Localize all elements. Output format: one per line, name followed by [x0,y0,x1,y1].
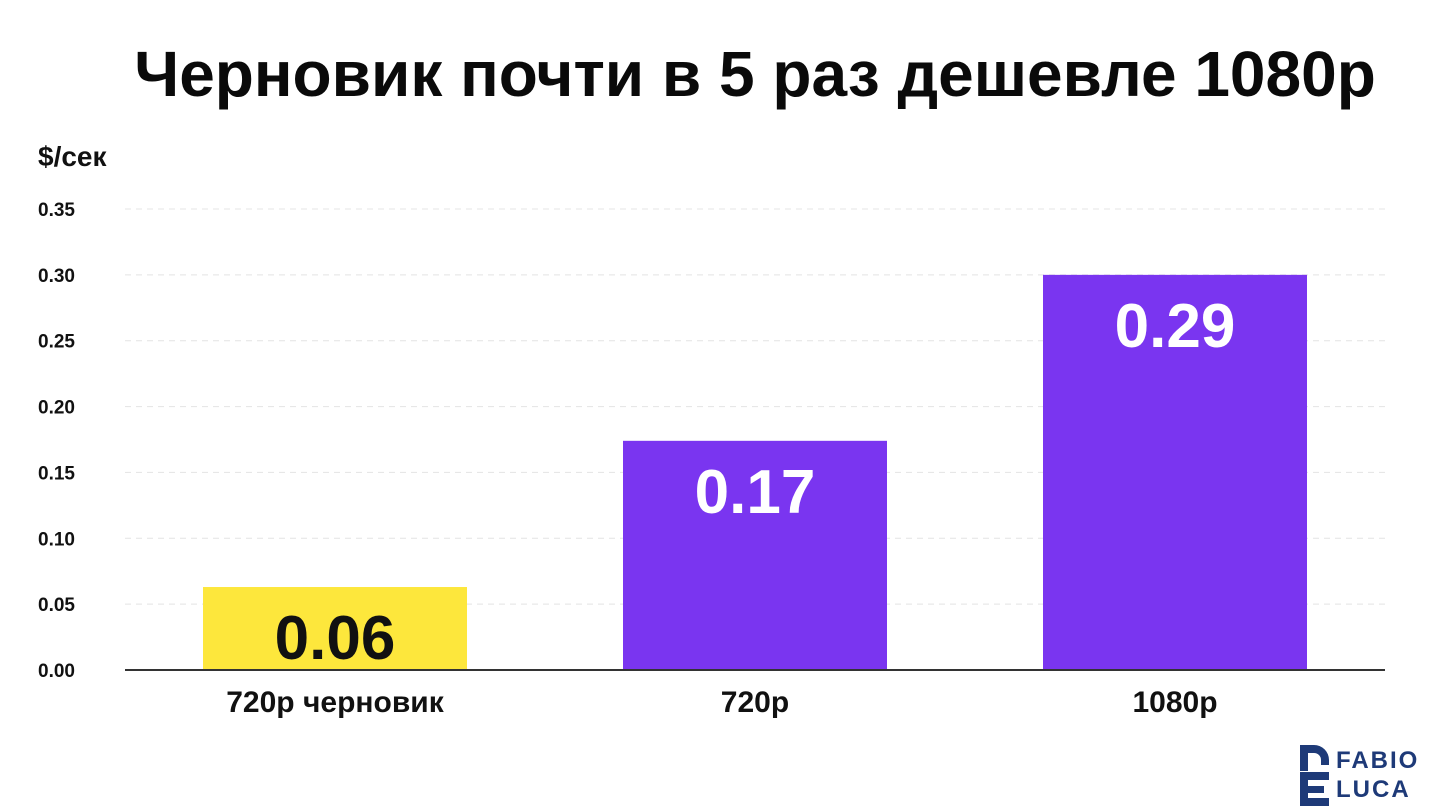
y-axis-ticks: 0.00 0.05 0.10 0.15 0.20 0.25 0.30 0.35 [38,200,75,682]
data-labels: 0.06 0.17 0.29 [275,292,1236,673]
y-tick-label: 0.20 [38,398,75,419]
bar [623,440,887,670]
x-axis-categories: 720p черновик 720p 1080p [226,686,1217,719]
y-tick-label: 0.35 [38,200,75,221]
x-category-label: 1080p [1132,686,1217,719]
data-label: 0.17 [695,458,816,527]
x-category-label: 720p [721,686,789,719]
y-tick-label: 0.15 [38,463,75,484]
data-label: 0.29 [1115,292,1236,361]
y-tick-label: 0.05 [38,595,75,616]
logo-text-bottom: LUCA [1336,776,1411,803]
chart-title: Черновик почти в 5 раз дешевле 1080p [134,38,1376,110]
data-label: 0.06 [275,604,396,673]
y-tick-label: 0.10 [38,529,75,550]
fabio-de-luca-logo: FABIO LUCA [1300,745,1419,806]
logo-text-top: FABIO [1336,747,1419,774]
y-tick-label: 0.00 [38,661,75,682]
x-category-label: 720p черновик [226,686,444,719]
y-tick-label: 0.30 [38,266,75,287]
y-axis-label: $/сек [38,141,107,172]
logo-de-monogram-icon [1300,745,1329,806]
bars [203,274,1307,670]
y-tick-label: 0.25 [38,332,75,353]
bar [1043,274,1307,670]
bar [203,587,467,670]
